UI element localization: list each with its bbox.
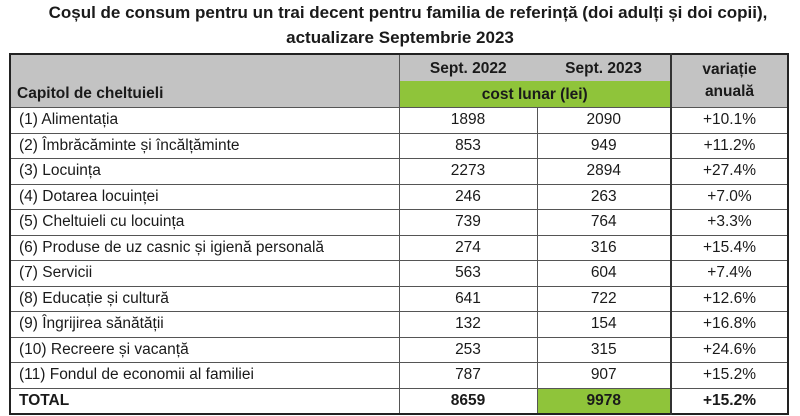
cell-sept-2023: 722 [537,285,671,312]
cell-sept-2023: 315 [537,336,671,363]
total-variation: +15.2% [670,387,788,414]
cell-variation: +3.3% [670,209,788,235]
cell-sept-2023: 2090 [537,107,671,133]
consumer-basket-table: Capitol de cheltuieli Sept. 2022 Sept. 2… [9,53,789,415]
cell-sept-2022: 274 [399,234,538,261]
cell-sept-2022: 2273 [399,158,538,184]
total-sept-2022: 8659 [399,387,538,414]
table-row: (1) Alimentația 1898 2090 +10.1% [10,107,788,133]
row-label: (7) Servicii [10,260,400,286]
cell-sept-2023: 263 [537,183,671,210]
table-row: (2) Îmbrăcăminte și încălțăminte 853 949… [10,132,788,159]
cell-sept-2023: 764 [537,209,671,235]
table-row: (5) Cheltuieli cu locuința 739 764 +3.3% [10,209,788,235]
row-label: (5) Cheltuieli cu locuința [10,209,400,235]
cell-sept-2022: 253 [399,336,538,363]
header-variation-line1: variație [702,61,757,78]
row-label: (8) Educație și cultură [10,285,400,312]
total-label: TOTAL [10,387,400,414]
cell-sept-2022: 641 [399,285,538,312]
cell-variation: +15.4% [670,234,788,261]
cell-sept-2023: 154 [537,311,671,337]
cell-sept-2022: 853 [399,132,538,159]
cell-sept-2023: 316 [537,234,671,261]
cell-sept-2022: 246 [399,183,538,210]
table-row: (4) Dotarea locuinței 246 263 +7.0% [10,183,788,210]
row-label: (6) Produse de uz casnic și igienă perso… [10,234,400,261]
cell-variation: +27.4% [670,158,788,184]
row-label: (9) Îngrijirea sănătății [10,311,400,337]
cell-variation: +12.6% [670,285,788,312]
row-label: (4) Dotarea locuinței [10,183,400,210]
header-sept-2022: Sept. 2022 [399,54,537,81]
table-row: (6) Produse de uz casnic și igienă perso… [10,234,788,261]
cell-variation: +7.0% [670,183,788,210]
total-sept-2023: 9978 [537,387,671,414]
cell-variation: +16.8% [670,311,788,337]
cell-variation: +11.2% [670,132,788,159]
cell-sept-2023: 604 [537,260,671,286]
table-title: Coșul de consum pentru un trai decent pe… [48,3,768,22]
header-variation: variație anuală [670,54,788,108]
cell-sept-2022: 1898 [399,107,538,133]
header-variation-line2: anuală [704,83,755,100]
total-row: TOTAL 8659 9978 +15.2% [10,387,788,414]
row-label: (3) Locuința [10,158,400,184]
cell-variation: +10.1% [670,107,788,133]
table-row: (8) Educație și cultură 641 722 +12.6% [10,285,788,312]
cell-sept-2022: 563 [399,260,538,286]
row-label: (11) Fondul de economii al familiei [10,362,400,388]
header-sept-2023: Sept. 2023 [537,54,671,81]
table-row: (9) Îngrijirea sănătății 132 154 +16.8% [10,311,788,337]
cell-sept-2022: 787 [399,362,538,388]
table-row: (7) Servicii 563 604 +7.4% [10,260,788,286]
cell-sept-2023: 2894 [537,158,671,184]
header-chapter: Capitol de cheltuieli [10,54,400,108]
cell-sept-2022: 739 [399,209,538,235]
table-row: (10) Recreere și vacanță 253 315 +24.6% [10,336,788,363]
header-cost-band: cost lunar (lei) [399,81,671,108]
table-row: (11) Fondul de economii al familiei 787 … [10,362,788,388]
table-subtitle: actualizare Septembrie 2023 [286,28,514,47]
table-header: Capitol de cheltuieli Sept. 2022 Sept. 2… [10,54,788,108]
cell-sept-2023: 907 [537,362,671,388]
row-label: (10) Recreere și vacanță [10,336,400,363]
cell-sept-2022: 132 [399,311,538,337]
cell-variation: +7.4% [670,260,788,286]
row-label: (1) Alimentația [10,107,400,133]
table-body: (1) Alimentația 1898 2090 +10.1% (2) Îmb… [10,107,788,414]
cell-variation: +24.6% [670,336,788,363]
cell-sept-2023: 949 [537,132,671,159]
row-label: (2) Îmbrăcăminte și încălțăminte [10,132,400,159]
cell-variation: +15.2% [670,362,788,388]
table-row: (3) Locuința 2273 2894 +27.4% [10,158,788,184]
